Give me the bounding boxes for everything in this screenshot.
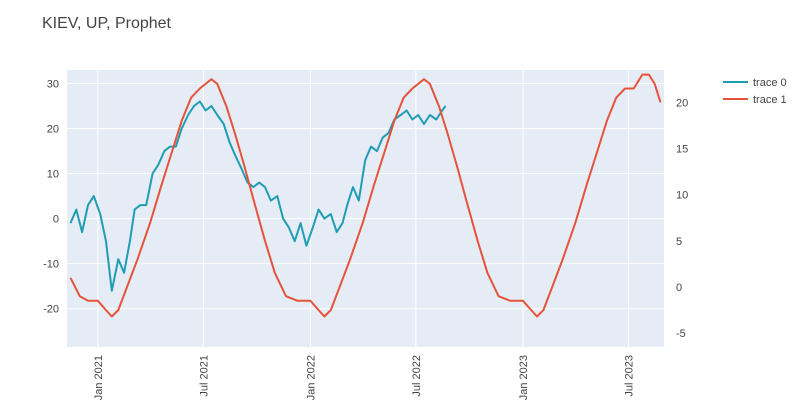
x-tick-label: Jul 2021 bbox=[198, 355, 210, 397]
y-left-tick-label: -20 bbox=[43, 304, 59, 316]
x-tick-label: Jan 2022 bbox=[305, 355, 317, 400]
y-axis-left: -20 -10 0 10 20 30 bbox=[43, 79, 59, 316]
y-right-tick-label: 10 bbox=[676, 190, 688, 202]
y-left-tick-label: 20 bbox=[47, 124, 59, 136]
grid-lines bbox=[67, 70, 664, 347]
x-axis: Jan 2021 Jul 2021 Jan 2022 Jul 2022 Jan 2023… bbox=[93, 355, 636, 400]
y-axis-right: -5 0 5 10 15 20 bbox=[676, 97, 688, 340]
y-right-tick-label: 5 bbox=[676, 236, 682, 248]
x-tick-label: Jan 2023 bbox=[518, 355, 530, 400]
y-right-tick-label: 15 bbox=[676, 143, 688, 155]
plot-area bbox=[67, 70, 664, 347]
legend-item[interactable]: trace 0 bbox=[723, 77, 787, 89]
series-layer bbox=[69, 73, 662, 318]
y-left-tick-label: -10 bbox=[43, 259, 59, 271]
legend-label: trace 1 bbox=[753, 94, 787, 106]
y-left-tick-label: 30 bbox=[47, 79, 59, 91]
y-right-tick-label: 20 bbox=[676, 97, 688, 109]
legend-item[interactable]: trace 1 bbox=[723, 94, 787, 106]
legend-label: trace 0 bbox=[753, 77, 787, 89]
x-tick-label: Jul 2023 bbox=[623, 355, 635, 397]
series-line-0 bbox=[69, 100, 447, 292]
y-left-tick-label: 10 bbox=[47, 169, 59, 181]
x-tick-label: Jan 2021 bbox=[93, 355, 105, 400]
legend[interactable]: trace 0 trace 1 bbox=[723, 77, 787, 106]
series-line-1 bbox=[69, 73, 662, 318]
x-tick-label: Jul 2022 bbox=[411, 355, 423, 397]
y-left-tick-label: 0 bbox=[53, 214, 59, 226]
y-right-tick-label: -5 bbox=[676, 328, 686, 340]
chart-title: KIEV, UP, Prophet bbox=[42, 15, 172, 32]
y-right-tick-label: 0 bbox=[676, 282, 682, 294]
